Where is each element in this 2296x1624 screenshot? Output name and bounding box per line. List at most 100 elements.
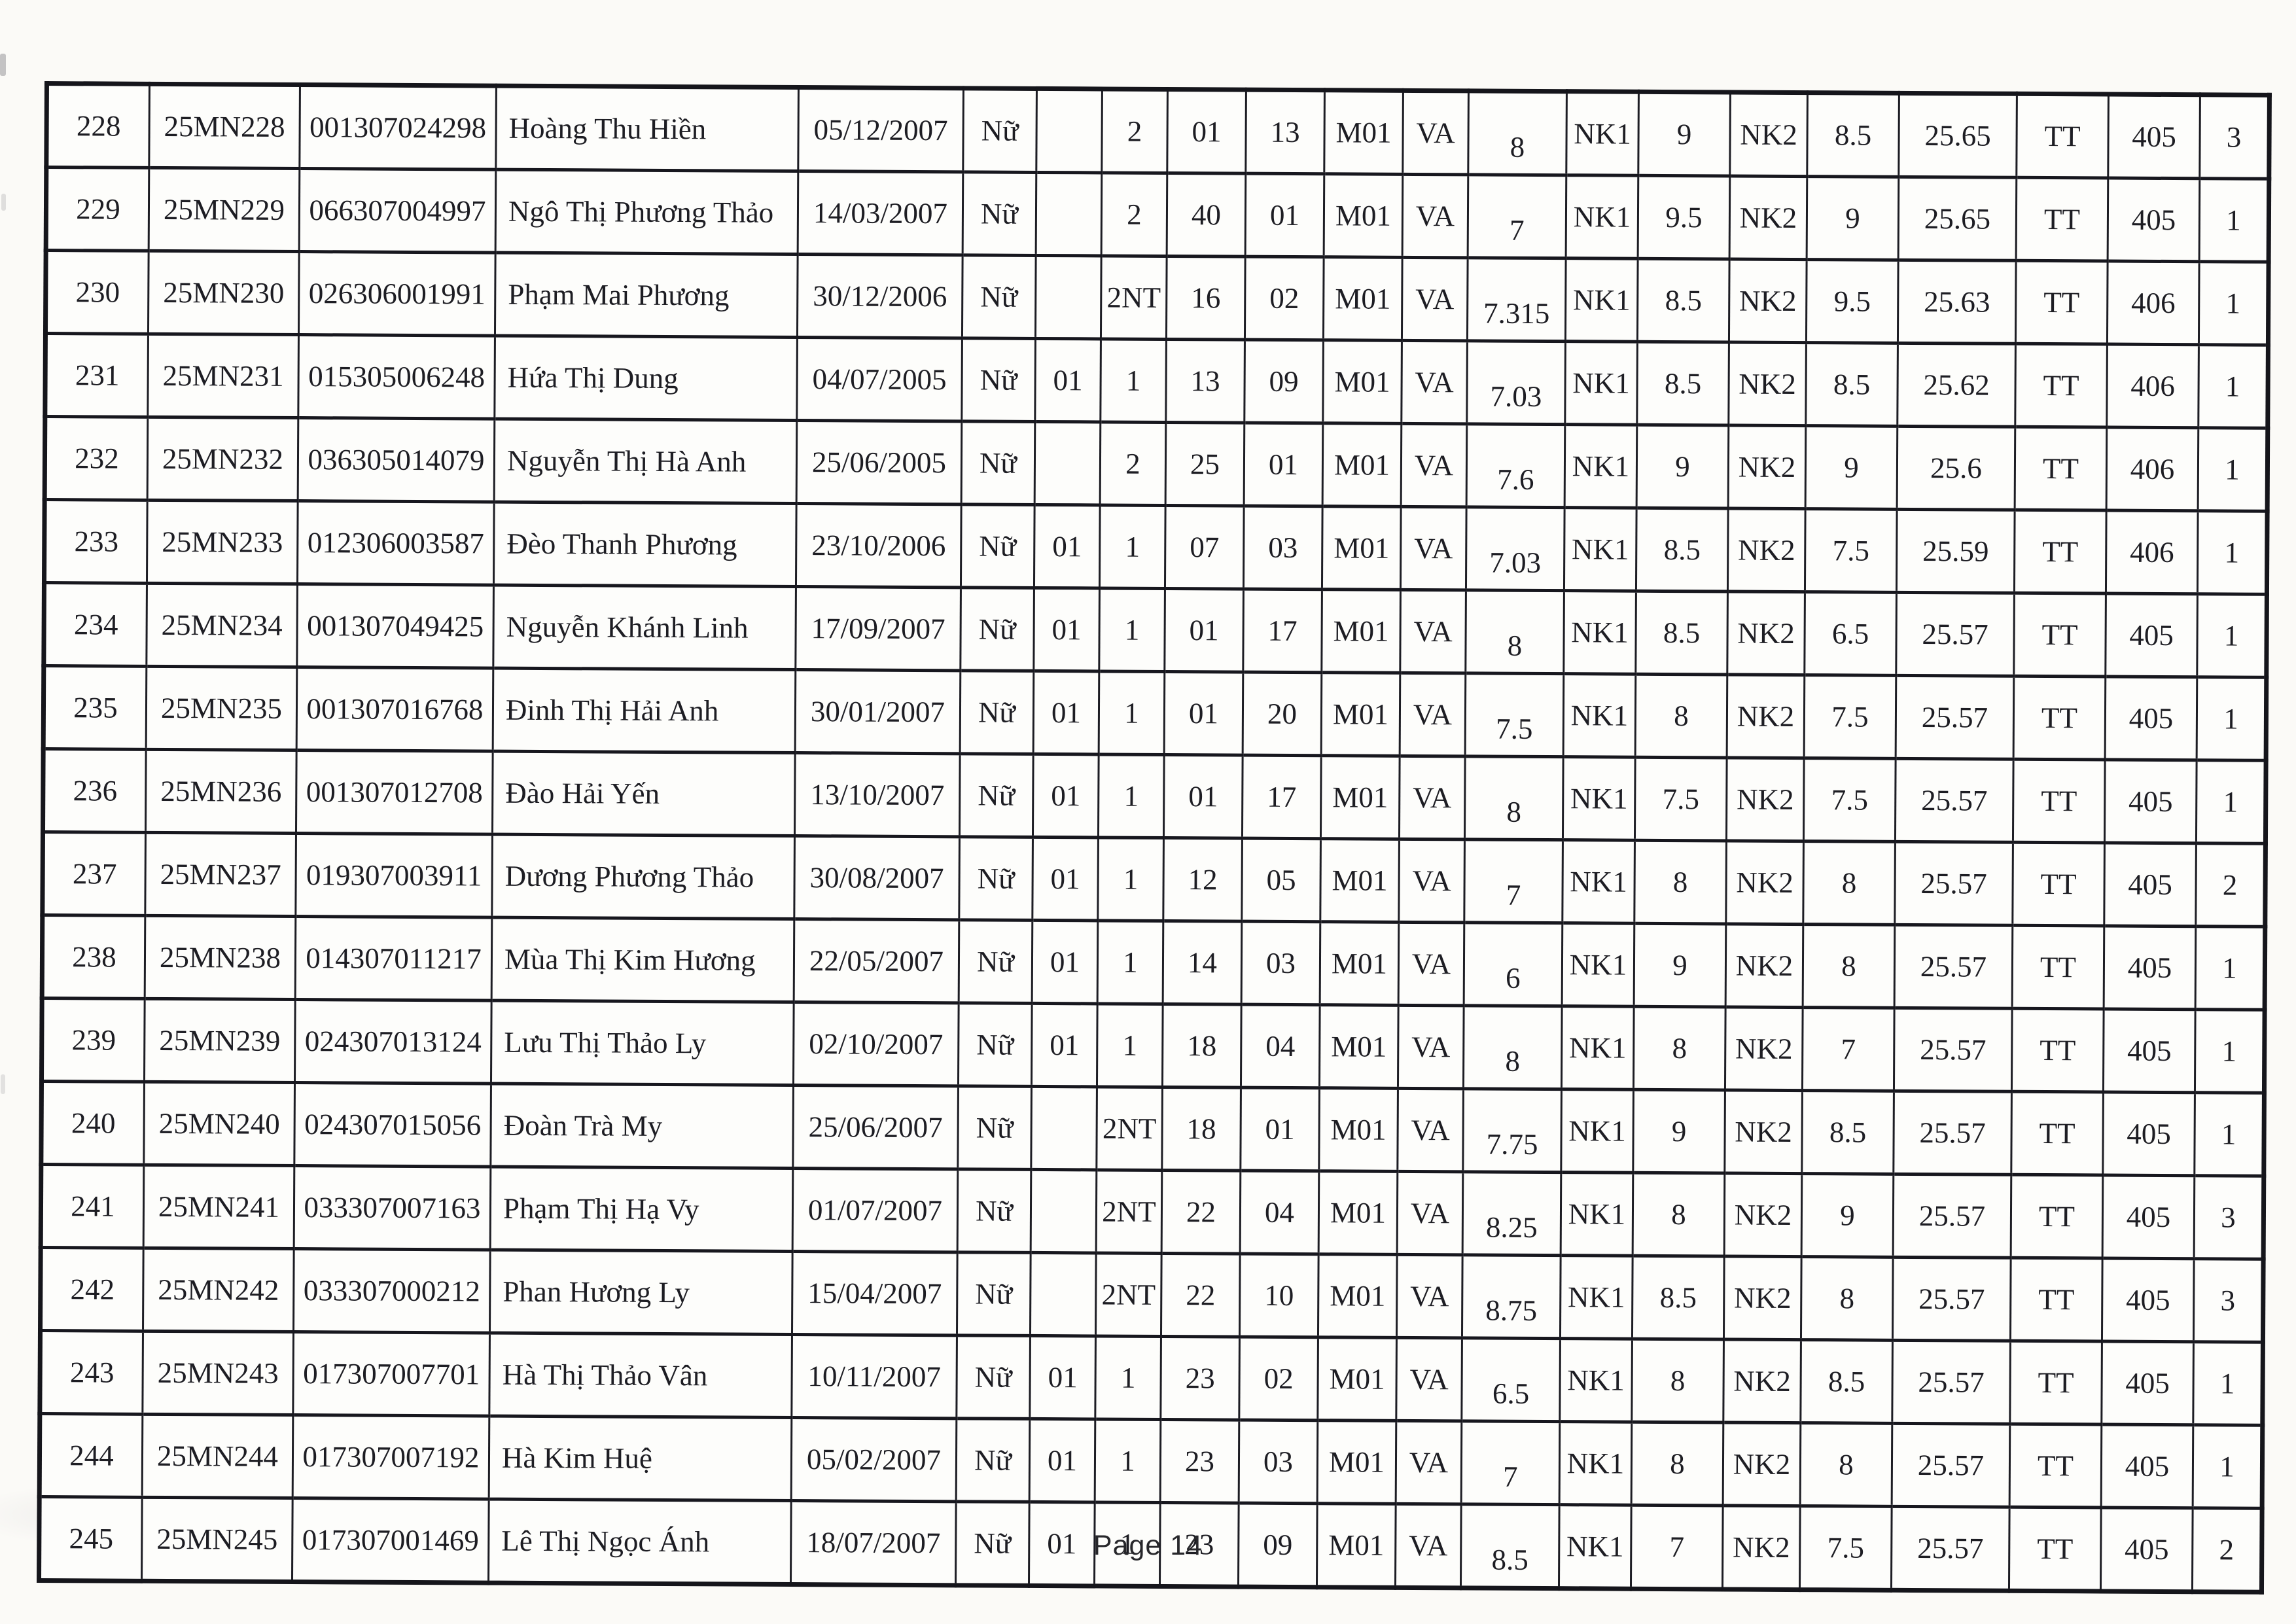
cell-code_a: 16 bbox=[1166, 256, 1246, 340]
cell-id_number: 017307007701 bbox=[292, 1332, 490, 1417]
cell-priority: 01 bbox=[1032, 837, 1099, 921]
cell-full_name: Nguyễn Thị Hà Anh bbox=[494, 419, 797, 504]
cell-subject_code: M01 bbox=[1318, 1171, 1398, 1255]
cell-subject_code: M01 bbox=[1321, 589, 1401, 673]
cell-gender: Nữ bbox=[961, 504, 1035, 588]
page-number: Page 14 bbox=[1093, 1530, 1203, 1561]
cell-order: 2 bbox=[2195, 843, 2266, 927]
cell-subject_score: 7 bbox=[1461, 1421, 1560, 1505]
cell-nk2_label: NK2 bbox=[1726, 757, 1805, 841]
cell-nk1_label: NK1 bbox=[1561, 1089, 1634, 1173]
cell-code_a: 01 bbox=[1164, 671, 1243, 756]
cell-nk1_label: NK1 bbox=[1564, 507, 1637, 591]
cell-nk1_score: 9 bbox=[1636, 425, 1729, 508]
cell-nk2_label: NK2 bbox=[1729, 92, 1808, 177]
cell-code_a: 07 bbox=[1165, 505, 1245, 590]
cell-order: 3 bbox=[2199, 94, 2270, 179]
cell-subject: VA bbox=[1400, 590, 1466, 673]
cell-area: 1 bbox=[1097, 837, 1164, 921]
cell-candidate_code: 25MN243 bbox=[142, 1331, 294, 1415]
cell-nk1_score: 8.5 bbox=[1636, 508, 1729, 591]
cell-area: 1 bbox=[1099, 588, 1165, 672]
cell-index: 232 bbox=[44, 416, 148, 501]
cell-total_score: 25.57 bbox=[1893, 1091, 2012, 1175]
table-row: 235 25MN235 001307016768 Đinh Thị Hải Anh 30… bbox=[43, 665, 2267, 761]
cell-code_a: 01 bbox=[1167, 89, 1246, 174]
cell-tt_label: TT bbox=[2016, 177, 2108, 262]
cell-id_number: 001307049425 bbox=[296, 584, 494, 669]
cell-date_of_birth: 01/07/2007 bbox=[792, 1168, 958, 1252]
cell-code_b: 09 bbox=[1244, 340, 1324, 423]
cell-nk2_score: 9 bbox=[1805, 425, 1898, 510]
cell-code_b: 03 bbox=[1239, 1420, 1318, 1504]
cell-code_a: 14 bbox=[1163, 921, 1242, 1005]
cell-code_b: 10 bbox=[1239, 1254, 1319, 1337]
cell-nk2_label: NK2 bbox=[1725, 923, 1803, 1008]
cell-candidate_code: 25MN241 bbox=[143, 1165, 294, 1249]
cell-full_name: Hà Thị Thảo Vân bbox=[489, 1333, 792, 1418]
cell-area: 1 bbox=[1095, 1335, 1161, 1420]
cell-code_b: 13 bbox=[1245, 90, 1325, 174]
cell-full_name: Nguyễn Khánh Linh bbox=[493, 585, 796, 670]
cell-group_code: 405 bbox=[2102, 1258, 2195, 1342]
cell-subject_score: 8 bbox=[1468, 90, 1567, 175]
cell-nk2_label: NK2 bbox=[1729, 175, 1807, 260]
table-row: 228 25MN228 001307024298 Hoàng Thu Hiền 05/1… bbox=[46, 83, 2270, 179]
cell-nk2_score: 8 bbox=[1801, 1256, 1894, 1341]
cell-nk2_score: 9 bbox=[1807, 176, 1899, 260]
cell-nk1_label: NK1 bbox=[1563, 590, 1636, 675]
cell-candidate_code: 25MN239 bbox=[144, 998, 296, 1083]
cell-subject: VA bbox=[1400, 506, 1467, 590]
cell-full_name: Đoàn Trà My bbox=[490, 1084, 794, 1169]
cell-priority bbox=[1030, 1252, 1097, 1336]
cell-date_of_birth: 22/05/2007 bbox=[794, 919, 959, 1003]
cell-total_score: 25.57 bbox=[1896, 675, 2014, 760]
cell-group_code: 406 bbox=[2106, 427, 2199, 511]
cell-candidate_code: 25MN229 bbox=[149, 168, 300, 252]
cell-area: 2NT bbox=[1096, 1169, 1162, 1254]
cell-nk1_label: NK1 bbox=[1561, 1172, 1633, 1256]
table-row: 243 25MN243 017307007701 Hà Thị Thảo Vân 10/… bbox=[39, 1330, 2263, 1426]
cell-nk1_score: 9 bbox=[1634, 923, 1726, 1007]
cell-group_code: 405 bbox=[2101, 1341, 2194, 1425]
cell-code_a: 22 bbox=[1161, 1170, 1241, 1254]
cell-area: 2NT bbox=[1101, 255, 1167, 340]
cell-id_number: 012306003587 bbox=[297, 501, 495, 586]
cell-full_name: Đèo Thanh Phương bbox=[493, 502, 797, 587]
cell-priority: 01 bbox=[1032, 920, 1098, 1004]
cell-subject_score: 8 bbox=[1465, 590, 1564, 674]
cell-tt_label: TT bbox=[2009, 1424, 2102, 1508]
cell-candidate_code: 25MN232 bbox=[147, 417, 298, 501]
cell-tt_label: TT bbox=[2013, 676, 2106, 760]
cell-subject_score: 7.03 bbox=[1466, 506, 1565, 591]
cell-code_b: 17 bbox=[1242, 755, 1322, 839]
cell-area: 2NT bbox=[1096, 1086, 1163, 1171]
cell-group_code: 405 bbox=[2104, 843, 2197, 927]
cell-subject_score: 7.75 bbox=[1462, 1088, 1562, 1173]
cell-code_b: 04 bbox=[1241, 1004, 1320, 1088]
table-row: 231 25MN231 015305006248 Hứa Thị Dung 04/07/… bbox=[44, 333, 2269, 429]
cell-tt_label: TT bbox=[2012, 842, 2105, 926]
cell-nk1_label: NK1 bbox=[1564, 424, 1637, 508]
results-table: 228 25MN228 001307024298 Hoàng Thu Hiền 05/1… bbox=[36, 81, 2272, 1595]
cell-subject_code: M01 bbox=[1324, 90, 1404, 175]
cell-area: 2 bbox=[1101, 172, 1167, 256]
cell-index: 238 bbox=[42, 915, 145, 999]
cell-priority bbox=[1036, 88, 1103, 173]
cell-index: 228 bbox=[46, 83, 150, 168]
cell-subject_score: 6 bbox=[1464, 922, 1563, 1006]
cell-id_number: 036305014079 bbox=[298, 417, 495, 503]
cell-id_number: 066307004997 bbox=[299, 168, 496, 253]
cell-full_name: Đào Hải Yến bbox=[492, 751, 796, 836]
cell-area: 1 bbox=[1099, 504, 1166, 589]
cell-id_number: 019307003911 bbox=[295, 833, 493, 918]
cell-full_name: Phan Hương Ly bbox=[489, 1250, 793, 1335]
cell-gender: Nữ bbox=[960, 587, 1034, 671]
table-row: 242 25MN242 033307000212 Phan Hương Ly 15/04… bbox=[40, 1247, 2264, 1343]
cell-nk2_label: NK2 bbox=[1724, 1089, 1803, 1174]
cell-order: 1 bbox=[2199, 178, 2269, 262]
cell-priority: 01 bbox=[1033, 671, 1099, 754]
cell-id_number: 001307024298 bbox=[299, 84, 497, 170]
table-row: 232 25MN232 036305014079 Nguyễn Thị Hà Anh 2… bbox=[44, 416, 2268, 512]
cell-area: 1 bbox=[1099, 671, 1165, 755]
